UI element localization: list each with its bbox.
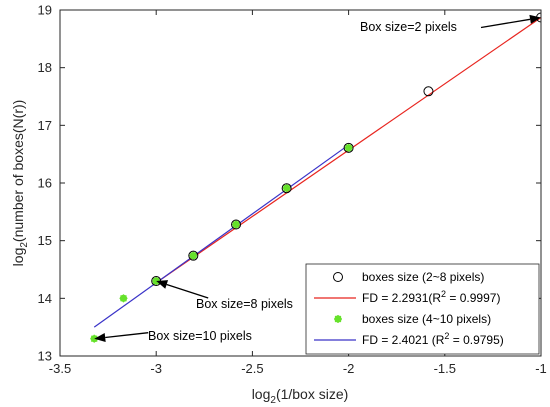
- y-axis-label-main: log: [10, 248, 26, 267]
- x-tick-label: -3: [150, 361, 162, 376]
- star-point: [283, 184, 291, 192]
- legend-label-series-3: boxes size (4~10 pixels): [362, 312, 491, 326]
- y-axis-label-rest: (number of boxes(N(r)): [10, 100, 26, 242]
- star-point: [345, 144, 353, 152]
- annotation-label: Box size=10 pixels: [148, 329, 252, 343]
- legend-label-series-4-main: FD = 2.4021 (R: [362, 333, 445, 347]
- y-tick-label: 13: [38, 349, 52, 364]
- y-tick-label: 16: [38, 176, 52, 191]
- x-tick-label: -1: [535, 361, 547, 376]
- x-axis-label-main: log: [252, 386, 271, 402]
- y-tick-label: 17: [38, 118, 52, 133]
- y-tick-label: 18: [38, 60, 52, 75]
- y-tick-label: 19: [38, 3, 52, 18]
- legend-label-series-2-rest: = 0.9997): [446, 291, 500, 305]
- x-tick-label: -2: [343, 361, 355, 376]
- y-axis-label: log2(number of boxes(N(r)): [10, 100, 30, 267]
- x-axis-label-rest: (1/box size): [276, 386, 348, 402]
- x-tick-label: -2.5: [241, 361, 263, 376]
- annotation-label: Box size=2 pixels: [360, 20, 457, 34]
- y-tick-label: 15: [38, 233, 52, 248]
- x-tick-label: -3.5: [49, 361, 71, 376]
- y-tick-label: 14: [38, 291, 52, 306]
- legend-label-series-4-rest: = 0.9795): [449, 333, 503, 347]
- star-point: [189, 252, 197, 260]
- legend: boxes size (2~8 pixels) FD = 2.2931(R2 =…: [306, 264, 539, 354]
- x-axis-label: log2(1/box size): [252, 386, 349, 406]
- star-point: [119, 294, 127, 302]
- legend-marker-star: [334, 315, 342, 323]
- legend-star-glyph: [334, 315, 342, 323]
- annotation-label: Box size=8 pixels: [196, 297, 293, 311]
- legend-label-series-2: FD = 2.2931(R2 = 0.9997): [362, 289, 500, 305]
- star-point: [232, 221, 240, 229]
- x-tick-label: -1.5: [434, 361, 456, 376]
- legend-label-series-2-main: FD = 2.2931(R: [362, 291, 441, 305]
- legend-label-series-4: FD = 2.4021 (R2 = 0.9795): [362, 331, 504, 347]
- legend-label-series-1: boxes size (2~8 pixels): [362, 270, 484, 284]
